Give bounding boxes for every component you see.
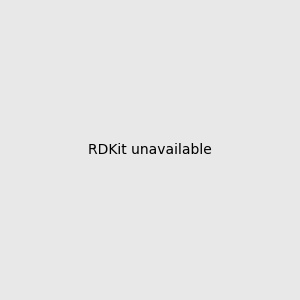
Text: RDKit unavailable: RDKit unavailable [88, 143, 212, 157]
